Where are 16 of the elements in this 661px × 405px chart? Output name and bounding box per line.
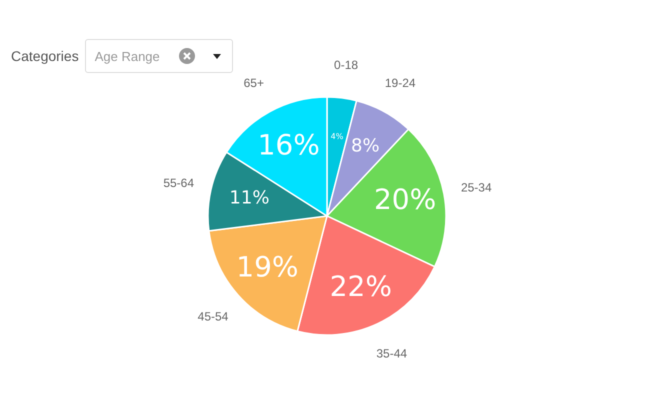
slice-label: 25-34: [460, 180, 492, 195]
data-label: 19%: [236, 250, 298, 284]
data-label: 22%: [330, 270, 392, 303]
slice-label: 35-44: [376, 346, 408, 361]
data-label: 11%: [229, 188, 270, 209]
data-label: 8%: [351, 135, 380, 156]
data-label: 16%: [258, 128, 320, 162]
data-label: 4%: [330, 132, 344, 142]
slice-label: 55-64: [163, 176, 194, 190]
data-label: 20%: [374, 183, 436, 216]
text: Categories: [11, 48, 79, 64]
slice-label: 19-24: [384, 76, 416, 90]
select-field: Age Range: [84, 39, 233, 73]
slice-label: 65+: [244, 76, 264, 90]
slice-label: 45-54: [198, 310, 229, 324]
slice-label: 0-18: [334, 58, 358, 72]
